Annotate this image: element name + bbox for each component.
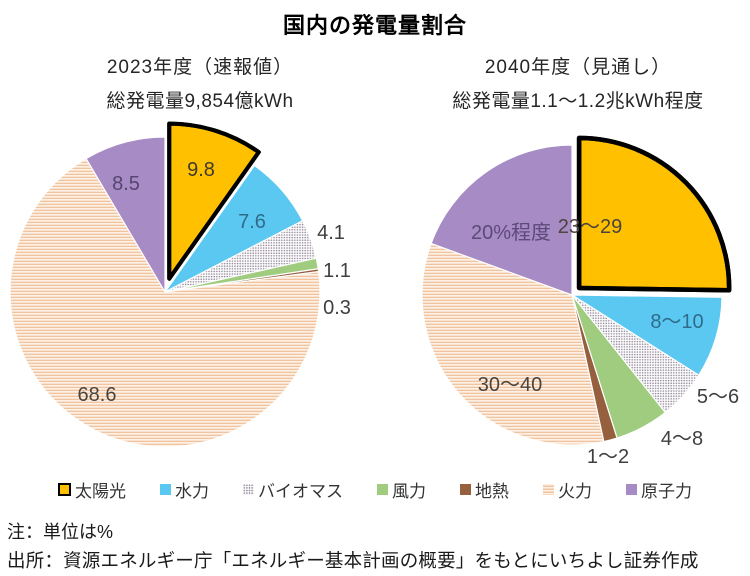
- legend-item-geothermal: 地熱: [460, 477, 509, 502]
- pie-slice-nuclear: [85, 136, 166, 293]
- legend-item-solar: 太陽光: [58, 477, 126, 502]
- unit-note: 注：単位は%: [7, 522, 114, 542]
- chart-legend: 太陽光 水力 バイオマス 風力 地熱 火力 原子力: [0, 477, 750, 502]
- chart-header-2023: 2023年度（速報値） 総発電量9,854億kWh: [25, 52, 375, 113]
- legend-label-nuclear: 原子力: [641, 482, 692, 501]
- pie-slice-thermal: [9, 157, 321, 448]
- legend-item-biomass: バイオマス: [243, 477, 343, 502]
- chart-header-2040: 2040年度（見通し） 総発電量1.1～1.2兆kWh程度: [408, 52, 748, 113]
- legend-item-thermal: 火力: [543, 477, 592, 502]
- pie-label-nuclear: 20%程度: [471, 221, 551, 244]
- legend-swatch-wind: [377, 484, 388, 495]
- legend-label-thermal: 火力: [558, 482, 592, 501]
- solar-slice-border: [576, 135, 732, 293]
- pie-label-solar: 9.8: [187, 159, 215, 181]
- pie-label-hydro: 7.6: [238, 211, 266, 233]
- pie-label-nuclear: 8.5: [112, 173, 140, 195]
- pie-slice-solar: [576, 135, 732, 293]
- pie-label-hydro: 8～10: [650, 311, 703, 333]
- pie-slice-hydro: [571, 294, 723, 376]
- pie-label-geothermal: 1～2: [587, 446, 629, 468]
- chart-subtitle-2040: 総発電量1.1～1.2兆kWh程度: [452, 91, 704, 112]
- pie-label-thermal: 30～40: [478, 374, 543, 396]
- chart-title-2023: 2023年度（速報値）: [106, 57, 294, 78]
- pie-label-thermal: 68.6: [78, 384, 117, 406]
- pie-slice-nuclear: [430, 144, 573, 296]
- chart-title-2040: 2040年度（見通し）: [484, 57, 672, 78]
- source-note: 出所：資源エネルギー庁「エネルギー基本計画の概要」をもとにいちよし証券作成: [7, 550, 699, 571]
- pie-chart-2023: 9.8 7.6 4.1 1.1 0.3 68.6 8.5: [9, 121, 351, 448]
- legend-swatch-geothermal: [460, 484, 471, 495]
- legend-label-solar: 太陽光: [75, 482, 126, 501]
- pie-label-biomass: 4.1: [317, 222, 345, 244]
- solar-slice-border: [167, 121, 261, 281]
- legend-label-hydro: 水力: [175, 482, 209, 501]
- legend-swatch-hydro: [160, 484, 171, 495]
- pie-label-wind: 4～8: [661, 428, 703, 450]
- legend-label-wind: 風力: [392, 482, 426, 501]
- pie-label-solar: 23～29: [558, 216, 623, 238]
- pie-label-geothermal: 0.3: [323, 297, 351, 319]
- legend-swatch-thermal: [543, 484, 554, 495]
- chart-subtitle-2023: 総発電量9,854億kWh: [106, 91, 294, 112]
- legend-item-nuclear: 原子力: [626, 477, 692, 502]
- pie-label-biomass: 5～6: [697, 386, 739, 408]
- legend-swatch-solar: [58, 483, 71, 496]
- figure-title: 国内の発電量割合: [282, 13, 467, 38]
- legend-swatch-nuclear: [626, 484, 637, 495]
- legend-item-wind: 風力: [377, 477, 426, 502]
- pie-slice-thermal: [421, 242, 605, 446]
- legend-swatch-biomass: [243, 484, 254, 495]
- legend-item-hydro: 水力: [160, 477, 209, 502]
- pie-label-wind: 1.1: [323, 260, 351, 282]
- pie-chart-2040: 23～29 8～10 5～6 4～8 1～2 30～40 20%程度: [421, 135, 739, 468]
- legend-label-geothermal: 地熱: [475, 482, 509, 501]
- legend-label-biomass: バイオマス: [258, 482, 343, 501]
